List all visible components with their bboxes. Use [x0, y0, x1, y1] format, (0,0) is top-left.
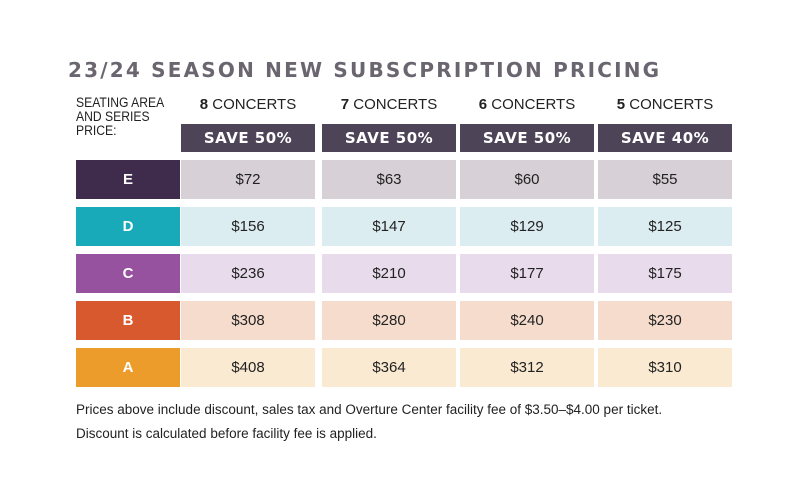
column-header: 7 CONCERTS	[322, 96, 456, 113]
save-badge: SAVE 50%	[181, 124, 315, 152]
concert-count: 5	[616, 96, 626, 113]
save-badge: SAVE 50%	[322, 124, 456, 152]
price-cell: $240	[460, 301, 594, 340]
concert-label: CONCERTS	[629, 96, 714, 113]
seating-area-cell: D	[76, 207, 180, 246]
concert-label: CONCERTS	[491, 96, 576, 113]
concert-count: 6	[478, 96, 488, 113]
concert-count: 7	[340, 96, 350, 113]
save-badge: SAVE 40%	[598, 124, 732, 152]
column-header: 5 CONCERTS	[598, 96, 732, 113]
price-cell: $230	[598, 301, 732, 340]
price-cell: $63	[322, 160, 456, 199]
price-cell: $175	[598, 254, 732, 293]
price-cell: $308	[181, 301, 315, 340]
concert-label: CONCERTS	[353, 96, 438, 113]
price-cell: $280	[322, 301, 456, 340]
price-cell: $177	[460, 254, 594, 293]
price-cell: $310	[598, 348, 732, 387]
column-header: 8 CONCERTS	[181, 96, 315, 113]
seating-area-cell: A	[76, 348, 180, 387]
seating-label-line: PRICE:	[76, 123, 117, 138]
price-cell: $236	[181, 254, 315, 293]
seating-area-label: SEATING AREA AND SERIES PRICE:	[76, 96, 170, 138]
price-cell: $125	[598, 207, 732, 246]
price-cell: $72	[181, 160, 315, 199]
seating-area-cell: B	[76, 301, 180, 340]
footnote-line: Prices above include discount, sales tax…	[76, 402, 663, 417]
price-cell: $147	[322, 207, 456, 246]
column-header: 6 CONCERTS	[460, 96, 594, 113]
price-cell: $60	[460, 160, 594, 199]
price-cell: $156	[181, 207, 315, 246]
page-title: 23/24 SEASON NEW SUBSCPRIPTION PRICING	[68, 58, 662, 82]
seating-label-line: SEATING AREA	[76, 95, 165, 110]
concert-count: 8	[199, 96, 209, 113]
price-cell: $129	[460, 207, 594, 246]
price-cell: $55	[598, 160, 732, 199]
seating-label-line: AND SERIES	[76, 109, 150, 124]
price-cell: $210	[322, 254, 456, 293]
seating-area-cell: E	[76, 160, 180, 199]
seating-area-cell: C	[76, 254, 180, 293]
save-badge: SAVE 50%	[460, 124, 594, 152]
price-cell: $364	[322, 348, 456, 387]
price-cell: $408	[181, 348, 315, 387]
concert-label: CONCERTS	[212, 96, 297, 113]
price-cell: $312	[460, 348, 594, 387]
footnote-line: Discount is calculated before facility f…	[76, 426, 377, 441]
